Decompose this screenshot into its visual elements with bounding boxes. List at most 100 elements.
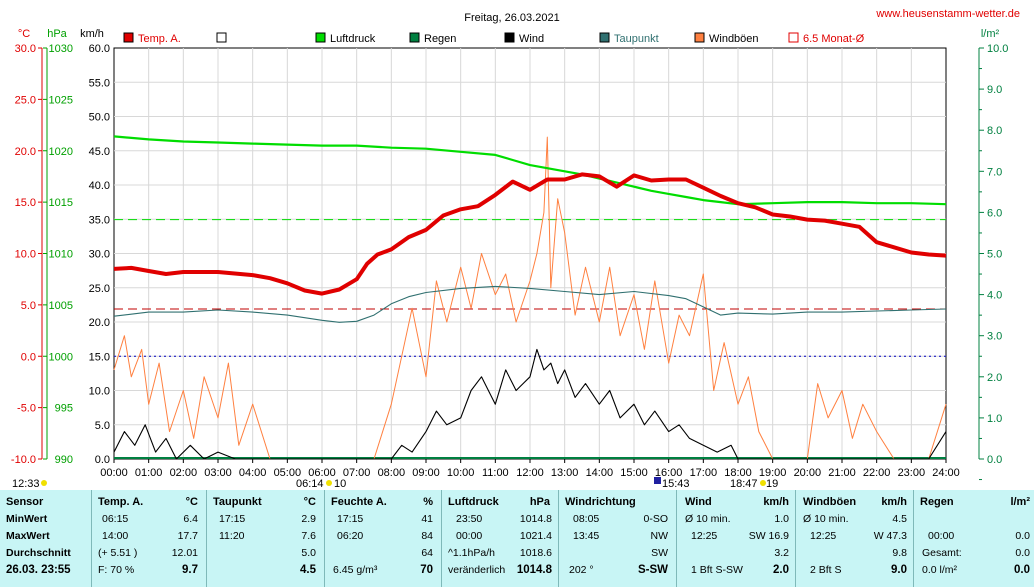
temp-tick-label: 0.0: [21, 351, 36, 363]
sunset-icon: [760, 480, 766, 486]
pressure-tick-label: 1000: [49, 351, 73, 363]
temp-max: 17.7: [177, 530, 198, 542]
temp-current: 9.7: [182, 564, 198, 576]
gust-current: 9.0: [891, 564, 907, 576]
pressure-tick-label: 1005: [49, 300, 73, 312]
stats-row-max: MaxWert: [6, 530, 50, 542]
dir-min-time: 08:05: [573, 513, 600, 525]
press-trend: ^1.1hPa/h: [448, 547, 495, 559]
legend-swatch: [123, 32, 134, 43]
rain-tick-label: 4.0: [987, 290, 1002, 302]
rain-tick-label: 8.0: [987, 125, 1002, 137]
gust-max: W 47.3: [873, 530, 907, 542]
x-tick-label: 21:00: [828, 467, 856, 479]
wind-tick-label: 60.0: [89, 43, 110, 55]
chart-title: Freitag, 26.03.2021: [464, 12, 559, 24]
wind-tick-label: 15.0: [89, 351, 110, 363]
press-current: 1014.8: [516, 564, 552, 576]
press-avg: 1018.6: [519, 547, 552, 559]
pressure-tick-label: 995: [55, 403, 73, 415]
x-tick-label: 20:00: [794, 467, 822, 479]
x-tick-label: 03:00: [204, 467, 232, 479]
hum-avg: 64: [421, 547, 433, 559]
dir-current: S-SW: [637, 564, 668, 576]
stats-header-dew: Taupunkt: [213, 496, 262, 508]
weather-chart: 00:00 01:00 02:00 03:00 04:00 05:00 06:00 07:00…: [10, 8, 1020, 490]
x-tick-label: 23:00: [898, 467, 926, 479]
rain-total: 0.0: [1015, 547, 1030, 559]
wind-tick-label: 30.0: [89, 249, 110, 261]
gust-min: 4.5: [892, 513, 907, 525]
pressure-tick-label: 1020: [49, 146, 73, 158]
press-max-time: 00:00: [456, 530, 483, 542]
hum-max: 84: [421, 530, 433, 542]
legend-swatch: [216, 32, 227, 43]
site-url[interactable]: www.heusenstamm-wetter.de: [875, 8, 1020, 20]
x-tick-label: 16:00: [655, 467, 683, 479]
legend-swatch: [315, 32, 326, 43]
stats-col-hum: Feuchte A. % 17:15 41 06:20 84 64 6.45 g…: [324, 490, 441, 587]
temp-avg-diff: (+ 5.51 ): [98, 547, 138, 559]
stats-unit-press: hPa: [529, 496, 550, 508]
press-min-time: 23:50: [456, 513, 483, 525]
temp-tick-label: -5.0: [17, 403, 36, 415]
legend-swatch: [788, 32, 799, 43]
x-tick-label: 24:00: [932, 467, 960, 479]
hum-min-time: 17:15: [337, 513, 364, 525]
wind-min: 1.0: [774, 513, 789, 525]
wind-foot-label: 1 Bft S-SW: [691, 564, 743, 576]
rain-tick-label: 5.0: [987, 249, 1002, 261]
rain-foot-label: 0.0 l/m²: [922, 564, 958, 576]
temp-min-time: 06:15: [102, 513, 129, 525]
x-tick-label: 22:00: [863, 467, 891, 479]
dir-min: 0-SO: [643, 513, 668, 525]
rain-tick-label: 0.0: [987, 454, 1002, 466]
gust-foot-label: 2 Bft S: [810, 564, 842, 576]
legend-swatch: [599, 32, 610, 43]
wind-tick-label: 10.0: [89, 386, 110, 398]
stats-header-temp: Temp. A.: [98, 496, 144, 508]
rain-tick-label: 2.0: [987, 372, 1002, 384]
temp-tick-label: 15.0: [15, 197, 36, 209]
hum-current: 70: [420, 564, 433, 576]
temp-tick-label: 20.0: [15, 146, 36, 158]
x-tick-label: 17:00: [690, 467, 718, 479]
stats-col-wind: Wind km/h Ø 10 min. 1.0 12:25 SW 16.9 3.…: [676, 490, 795, 587]
legend-label: Regen: [424, 33, 456, 45]
stats-header-rain: Regen: [920, 496, 954, 508]
stats-header-gust: Windböen: [803, 496, 857, 508]
wind-tick-label: 0.0: [95, 454, 110, 466]
x-tick-label: 12:00: [516, 467, 544, 479]
stats-header-hum: Feuchte A.: [331, 496, 387, 508]
stats-unit-wind: km/h: [763, 496, 789, 508]
x-tick-label: 00:00: [100, 467, 128, 479]
dew-avg: 5.0: [301, 547, 316, 559]
legend-label: Wind: [519, 33, 544, 45]
x-tick-label: 15:00: [620, 467, 648, 479]
legend-label: 6.5 Monat-Ø: [803, 33, 865, 45]
dew-max: 7.6: [301, 530, 316, 542]
legend-label: Luftdruck: [330, 33, 376, 45]
rain-min-time: 00:00: [928, 530, 955, 542]
stats-col-gust: Windböen km/h Ø 10 min. 4.5 12:25 W 47.3…: [795, 490, 913, 587]
stats-header-wind: Wind: [685, 496, 712, 508]
temp-tick-label: 30.0: [15, 43, 36, 55]
wind-tick-label: 40.0: [89, 180, 110, 192]
wind-tick-label: 25.0: [89, 283, 110, 295]
stats-unit-rain: l/m²: [1010, 496, 1030, 508]
dir-max: NW: [650, 530, 669, 542]
stats-unit-gust: km/h: [881, 496, 907, 508]
moon-icon: [654, 477, 661, 484]
series-temp-a-: [113, 172, 947, 296]
press-min: 1014.8: [519, 513, 552, 525]
x-tick-label: 08:00: [378, 467, 406, 479]
stats-panel: Sensor MinWert MaxWert Durchschnitt 26.0…: [0, 490, 1034, 587]
hum-foot-label: 6.45 g/m³: [333, 564, 378, 576]
wind-unit-label: km/h: [80, 28, 104, 40]
wind-current: 2.0: [773, 564, 789, 576]
stats-unit-hum: %: [423, 496, 433, 508]
hum-max-time: 06:20: [337, 530, 364, 542]
stats-header-sensor: Sensor: [6, 496, 44, 508]
temp-avg: 12.01: [171, 547, 198, 559]
rain-tick-label: 7.0: [987, 166, 1002, 178]
